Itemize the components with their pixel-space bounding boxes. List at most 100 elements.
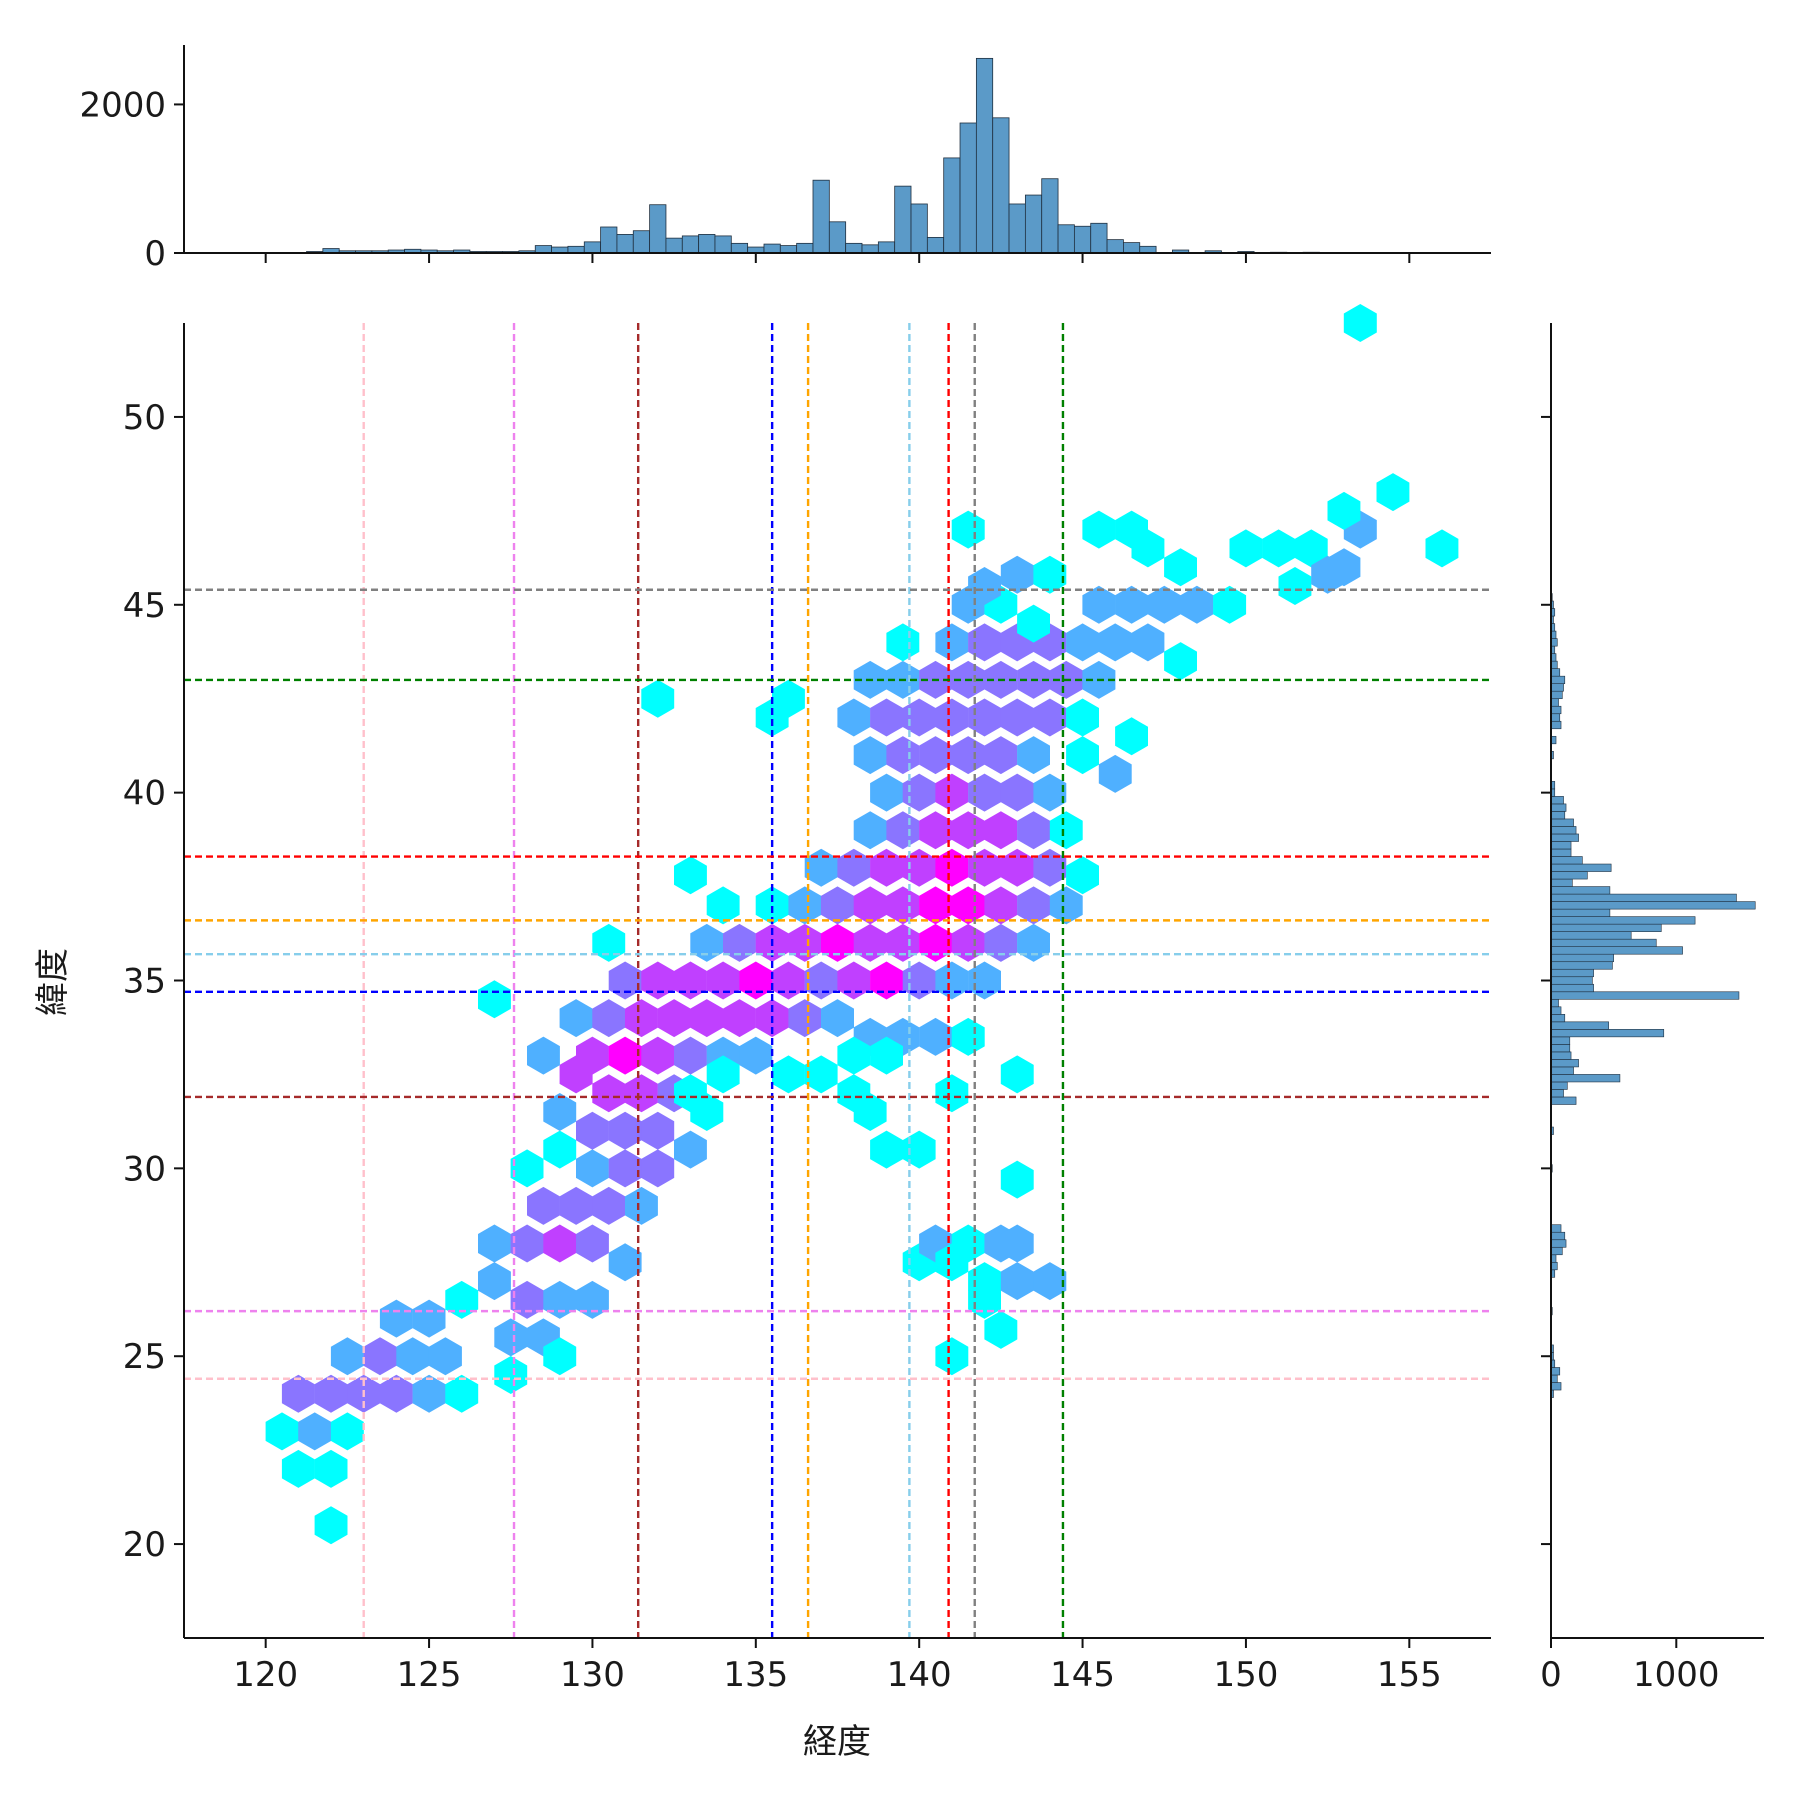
right-histogram-bar xyxy=(1551,864,1611,872)
hexbin-cell xyxy=(1033,556,1066,594)
hexbin-cell xyxy=(1001,1262,1034,1300)
hexbin-cell xyxy=(1099,755,1132,793)
hexbin-cell xyxy=(984,924,1017,962)
y-axis-label: 緯度 xyxy=(33,948,73,1016)
hexbin-cell xyxy=(968,623,1001,661)
hexbin-cell xyxy=(380,1300,413,1338)
hexbin-cell xyxy=(837,699,870,737)
hexbin-cell xyxy=(331,1412,364,1450)
hexbin-cell xyxy=(690,924,723,962)
right-histogram-bar xyxy=(1551,1029,1664,1037)
hexbin-cell xyxy=(952,511,985,549)
right-histogram-bar xyxy=(1551,1383,1561,1391)
hexbin-cell xyxy=(576,1281,609,1319)
hexbin-cell xyxy=(1262,529,1295,567)
top-histogram-bar xyxy=(633,231,649,253)
hexbin-cell xyxy=(429,1337,462,1375)
hexbin-cell xyxy=(543,1281,576,1319)
top-histogram-bar xyxy=(699,234,715,253)
right-histogram-bar xyxy=(1551,699,1559,707)
hexbin-cell xyxy=(641,680,674,718)
right-histogram-bar xyxy=(1551,977,1592,985)
hexbin-cell xyxy=(1001,1161,1034,1199)
right-histogram-bar xyxy=(1551,1022,1609,1030)
hexbin-cell xyxy=(413,1300,446,1338)
hexbin-cell xyxy=(886,623,919,661)
hexbin-cell xyxy=(723,924,756,962)
hexbin-cell xyxy=(560,999,593,1037)
hexbin-cell xyxy=(1132,623,1165,661)
hexbin-cell xyxy=(1033,774,1066,812)
right-histogram-bar xyxy=(1551,1247,1562,1255)
right-histogram-bar xyxy=(1551,954,1614,962)
top-histogram-bar xyxy=(846,243,862,253)
hexbin-cell xyxy=(870,699,903,737)
hexbin-cell xyxy=(952,736,985,774)
top-histogram-bar xyxy=(1058,225,1074,253)
hexbin-cell xyxy=(1164,548,1197,586)
x-tick-label: 120 xyxy=(233,1655,298,1695)
hexbin-cell xyxy=(870,774,903,812)
right-histogram-bar xyxy=(1551,1082,1567,1090)
right-histogram-bar xyxy=(1551,1044,1570,1052)
top-histogram-bar xyxy=(1091,223,1107,253)
hexbin-cell xyxy=(576,1112,609,1150)
hexbin-cell xyxy=(968,849,1001,887)
top-histogram-bar xyxy=(829,222,845,253)
x-tick-label: 150 xyxy=(1213,1655,1278,1695)
right-histogram-bar xyxy=(1551,1097,1576,1105)
hexbin-cell xyxy=(968,699,1001,737)
hexbin-cell xyxy=(903,699,936,737)
right-histogram-bar xyxy=(1551,924,1661,932)
hexbin-cell xyxy=(968,962,1001,1000)
hexbin-cell xyxy=(1082,586,1115,624)
top-histogram-bar xyxy=(568,246,584,253)
top-histogram-bar xyxy=(584,242,600,253)
hexbin-cell xyxy=(543,1225,576,1263)
hexbin-cell xyxy=(380,1375,413,1413)
hexbin-cell xyxy=(315,1450,348,1488)
hexbin-cell xyxy=(935,849,968,887)
hexbin-cell xyxy=(821,924,854,962)
hexbin-cell xyxy=(821,999,854,1037)
hexbin-cell xyxy=(935,1337,968,1375)
right-histogram-bar xyxy=(1551,1367,1560,1375)
right-histogram-bar xyxy=(1551,962,1612,970)
hexbin-cell xyxy=(282,1450,315,1488)
right-histogram-bar xyxy=(1551,691,1562,699)
hexbin-cell xyxy=(1230,529,1263,567)
top-histogram-bar xyxy=(927,237,943,253)
hexbin-cell xyxy=(1001,1055,1034,1093)
hexbin-cell xyxy=(1050,886,1083,924)
hexbin-cell xyxy=(511,1149,544,1187)
hexbin-cell xyxy=(903,962,936,1000)
top-histogram-bar xyxy=(650,205,666,253)
hexbin-cell xyxy=(527,1037,560,1075)
hexbin-cell xyxy=(903,774,936,812)
right-hist-x-tick-label: 1000 xyxy=(1633,1655,1720,1695)
right-histogram-bar xyxy=(1551,902,1755,910)
top-histogram-bar xyxy=(617,234,633,253)
hexbin-cell xyxy=(772,962,805,1000)
hexbin-cell xyxy=(315,1375,348,1413)
hexbin-cell xyxy=(952,811,985,849)
hexbin-cell xyxy=(772,1055,805,1093)
right-marginal-histogram xyxy=(1551,586,1755,1398)
y-tick-label: 50 xyxy=(123,398,166,438)
hexbin-cell xyxy=(609,1243,642,1281)
hexbin-cell xyxy=(805,1055,838,1093)
hexbin-cell xyxy=(854,736,887,774)
top-histogram-bar xyxy=(535,246,551,253)
right-histogram-bar xyxy=(1551,1225,1561,1233)
hexbin-cell xyxy=(788,924,821,962)
hexbin-cell xyxy=(919,924,952,962)
top-histogram-bar xyxy=(731,243,747,253)
top-histogram-bar xyxy=(1107,240,1123,253)
hexbin-cell xyxy=(1066,699,1099,737)
hexbin-cell xyxy=(364,1337,397,1375)
hexbin-cell xyxy=(821,886,854,924)
right-histogram-bar xyxy=(1551,992,1739,1000)
hexbin-cell xyxy=(1115,717,1148,755)
hexbin-cell xyxy=(984,1311,1017,1349)
